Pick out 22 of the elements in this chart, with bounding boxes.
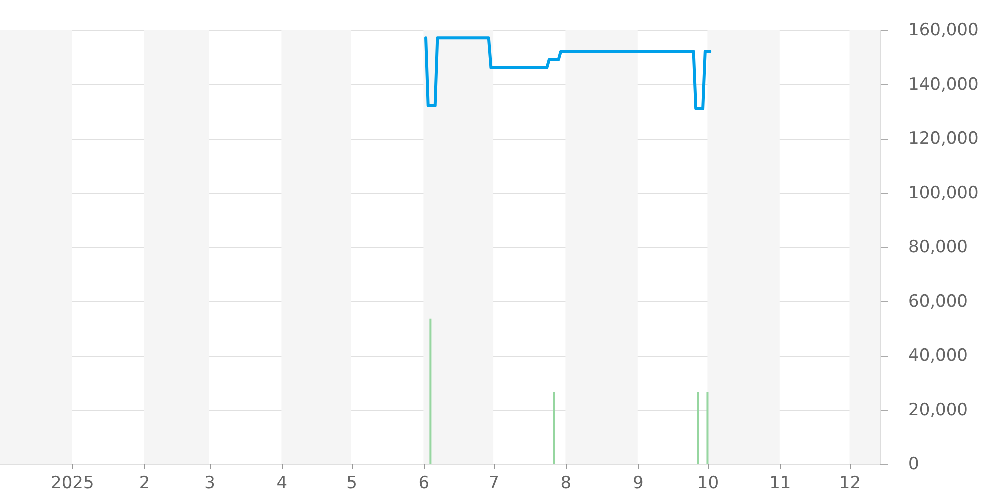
x-tick-label: 6 [418, 474, 430, 494]
x-tick-label: 8 [560, 474, 572, 494]
x-tick-label: 4 [276, 474, 288, 494]
x-tick-label: 11 [770, 474, 792, 494]
x-tick-label: 10 [697, 474, 720, 494]
y-tick-label: 0 [908, 454, 920, 474]
x-tick-label: 9 [632, 474, 644, 494]
x-tick-label: 3 [204, 474, 216, 494]
x-tick-label: 12 [839, 474, 862, 494]
y-tick-label: 20,000 [908, 400, 968, 420]
x-tick-label: 2025 [51, 474, 94, 494]
line-series [424, 36, 712, 110]
y-tick-label: 100,000 [908, 183, 979, 204]
y-tick-label: 40,000 [908, 346, 968, 366]
x-tick-label: 7 [488, 474, 500, 494]
y-tick-label: 60,000 [908, 292, 968, 312]
x-tick-label: 2 [139, 474, 150, 494]
x-tick-label: 5 [346, 474, 358, 494]
y-tick-label: 140,000 [908, 74, 979, 95]
y-tick-label: 80,000 [908, 238, 968, 258]
y-tick-label: 120,000 [908, 129, 979, 149]
y-tick-label: 160,000 [908, 20, 979, 40]
